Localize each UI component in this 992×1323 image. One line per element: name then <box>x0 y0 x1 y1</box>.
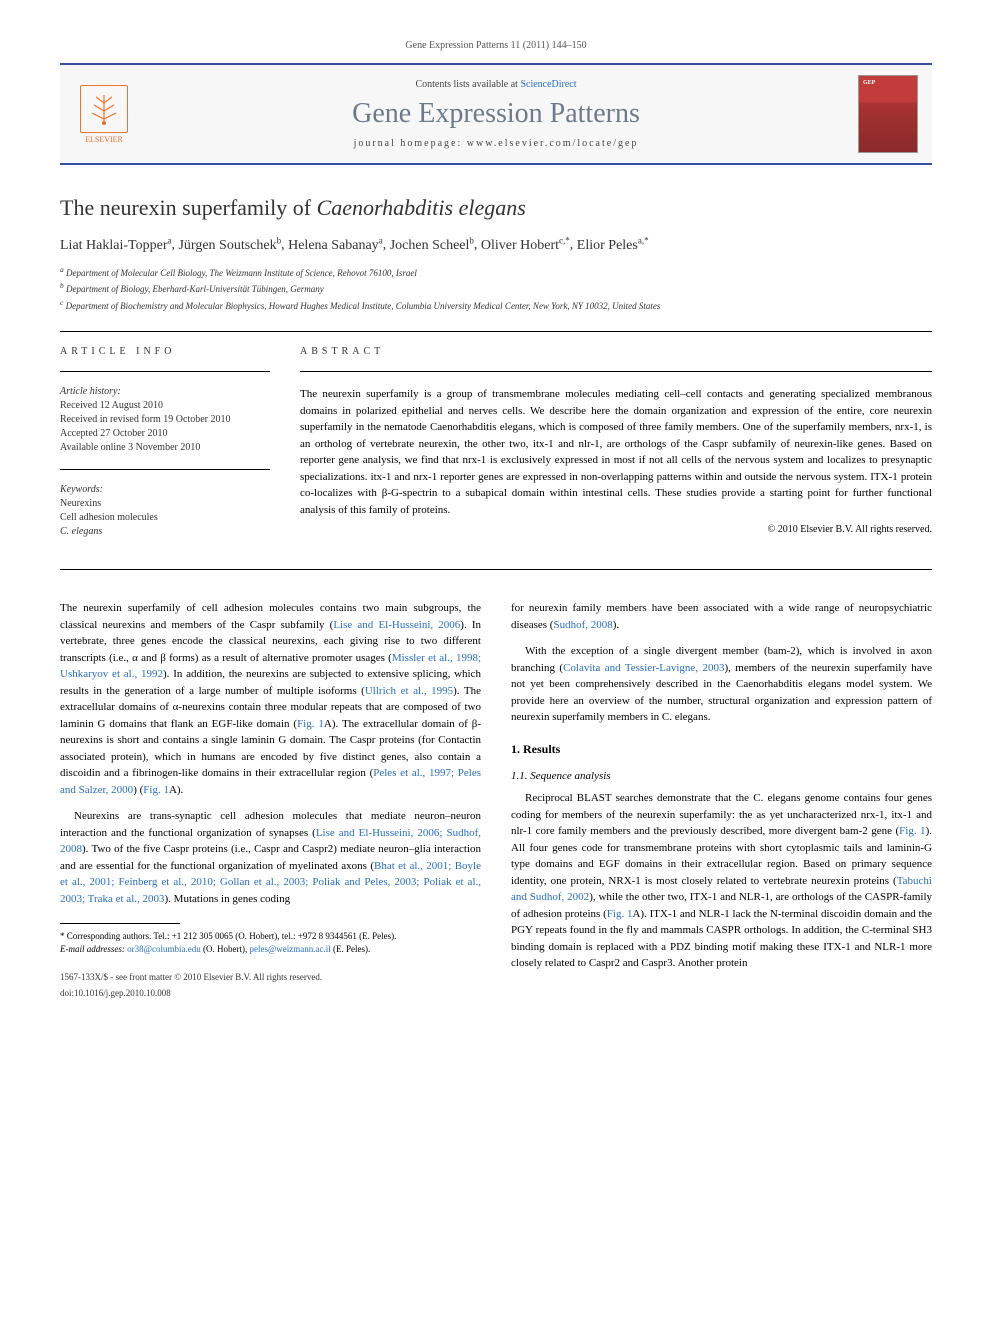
footnotes: * Corresponding authors. Tel.: +1 212 30… <box>60 930 481 955</box>
subsection-heading: 1.1. Sequence analysis <box>511 768 932 785</box>
homepage-prefix: journal homepage: <box>354 138 467 149</box>
front-matter: 1567-133X/$ - see front matter © 2010 El… <box>60 971 481 985</box>
keyword: Neurexins <box>60 497 270 511</box>
divider <box>60 469 270 470</box>
paragraph: With the exception of a single divergent… <box>511 643 932 726</box>
title-text: The neurexin superfamily of <box>60 195 317 220</box>
citation-link[interactable]: Lise and El-Husseini, 2006 <box>333 619 460 631</box>
elsevier-tree-icon <box>80 85 128 133</box>
history-label: Article history: <box>60 386 270 397</box>
citation-link[interactable]: Colavita and Tessier-Lavigne, 2003 <box>563 662 724 674</box>
title-species: Caenorhabditis elegans <box>317 195 526 220</box>
article-info: ARTICLE INFO Article history: Received 1… <box>60 346 270 551</box>
author: Elior Pelesa,* <box>577 238 649 253</box>
history-online: Available online 3 November 2010 <box>60 441 270 455</box>
contents-prefix: Contents lists available at <box>415 79 520 90</box>
abstract-heading: ABSTRACT <box>300 346 932 357</box>
figure-link[interactable]: Fig. 1 <box>143 784 169 796</box>
affiliation: a Department of Molecular Cell Biology, … <box>60 264 932 281</box>
divider <box>300 371 932 372</box>
elsevier-label: ELSEVIER <box>85 135 123 144</box>
article-title: The neurexin superfamily of Caenorhabdit… <box>60 195 932 221</box>
journal-citation: Gene Expression Patterns 11 (2011) 144–1… <box>60 40 932 51</box>
paragraph: Neurexins are trans-synaptic cell adhesi… <box>60 808 481 907</box>
email-addresses: E-mail addresses: or38@columbia.edu (O. … <box>60 943 481 956</box>
abstract-copyright: © 2010 Elsevier B.V. All rights reserved… <box>300 524 932 535</box>
email-link[interactable]: or38@columbia.edu <box>127 944 201 954</box>
citation-link[interactable]: Ullrich et al., 1995 <box>365 685 453 697</box>
affiliations: a Department of Molecular Cell Biology, … <box>60 264 932 314</box>
divider <box>60 331 932 332</box>
paragraph: for neurexin family members have been as… <box>511 600 932 633</box>
contents-available: Contents lists available at ScienceDirec… <box>134 79 858 90</box>
author: Jochen Scheelb <box>390 238 474 253</box>
divider <box>60 569 932 570</box>
affiliation: b Department of Biology, Eberhard-Karl-U… <box>60 280 932 297</box>
journal-title: Gene Expression Patterns <box>134 98 858 130</box>
keywords-label: Keywords: <box>60 484 270 495</box>
history-received: Received 12 August 2010 <box>60 399 270 413</box>
author: Oliver Hobertc,* <box>481 238 570 253</box>
paragraph: The neurexin superfamily of cell adhesio… <box>60 600 481 798</box>
citation-link[interactable]: Sudhof, 2008 <box>553 619 612 631</box>
author: Helena Sabanaya <box>288 238 383 253</box>
abstract: ABSTRACT The neurexin superfamily is a g… <box>300 346 932 551</box>
homepage-url[interactable]: www.elsevier.com/locate/gep <box>467 138 639 149</box>
author-list: Liat Haklai-Toppera, Jürgen Soutschekb, … <box>60 235 932 254</box>
keyword: Cell adhesion molecules <box>60 511 270 525</box>
keyword: C. elegans <box>60 525 270 539</box>
section-heading: 1. Results <box>511 740 932 758</box>
journal-homepage: journal homepage: www.elsevier.com/locat… <box>134 138 858 149</box>
body-left-column: The neurexin superfamily of cell adhesio… <box>60 600 481 1000</box>
paragraph: Reciprocal BLAST searches demonstrate th… <box>511 790 932 972</box>
doi: doi:10.1016/j.gep.2010.10.008 <box>60 987 481 1001</box>
sciencedirect-link[interactable]: ScienceDirect <box>520 79 576 90</box>
elsevier-logo: ELSEVIER <box>74 79 134 149</box>
corresponding-author: * Corresponding authors. Tel.: +1 212 30… <box>60 930 481 943</box>
figure-link[interactable]: Fig. 1 <box>297 718 324 730</box>
abstract-text: The neurexin superfamily is a group of t… <box>300 386 932 518</box>
author: Liat Haklai-Toppera <box>60 238 171 253</box>
journal-cover-thumb <box>858 75 918 153</box>
body-right-column: for neurexin family members have been as… <box>511 600 932 1000</box>
history-accepted: Accepted 27 October 2010 <box>60 427 270 441</box>
email-link[interactable]: peles@weizmann.ac.il <box>249 944 330 954</box>
figure-link[interactable]: Fig. 1 <box>607 908 633 920</box>
history-revised: Received in revised form 19 October 2010 <box>60 413 270 427</box>
footnote-separator <box>60 923 180 924</box>
author: Jürgen Soutschekb <box>178 238 281 253</box>
figure-link[interactable]: Fig. 1 <box>899 825 925 837</box>
divider <box>60 371 270 372</box>
journal-header: ELSEVIER Contents lists available at Sci… <box>60 63 932 165</box>
affiliation: c Department of Biochemistry and Molecul… <box>60 297 932 314</box>
article-info-heading: ARTICLE INFO <box>60 346 270 357</box>
